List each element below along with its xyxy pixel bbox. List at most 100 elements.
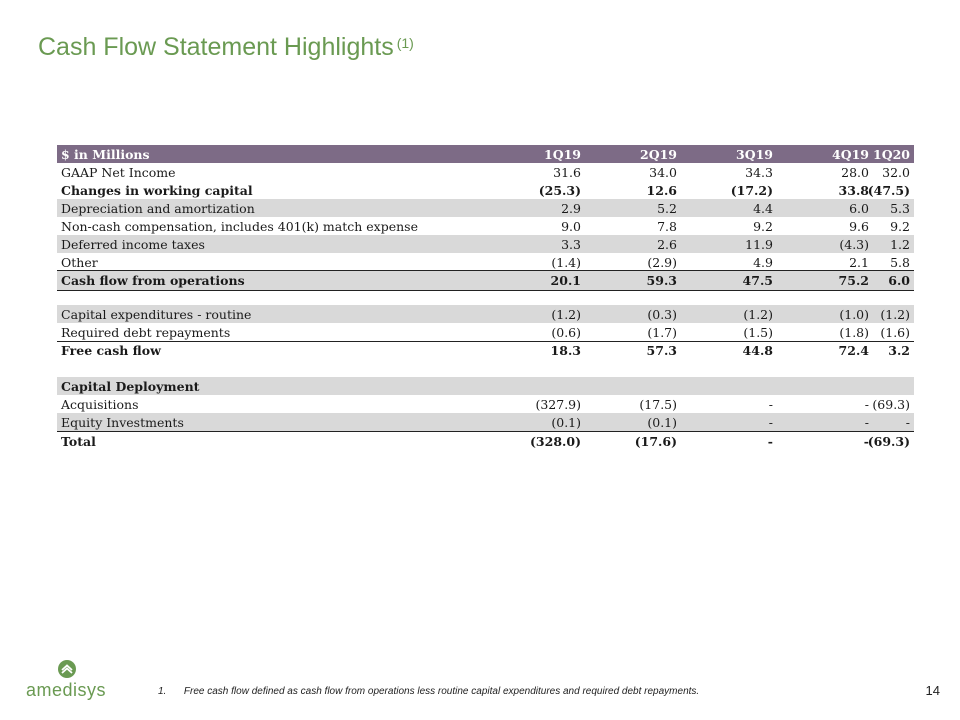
cell: 31.6 (553, 164, 581, 180)
cell: (69.3) (867, 433, 910, 449)
cell: - (864, 414, 869, 430)
cell: 28.0 (841, 164, 869, 180)
cell: (1.6) (880, 324, 910, 340)
row-label: Non-cash compensation, includes 401(k) m… (61, 218, 418, 234)
cell: (47.5) (867, 182, 910, 198)
cell: 57.3 (646, 343, 677, 358)
section-label: Capital Deployment (61, 378, 200, 394)
cell: 47.5 (742, 273, 773, 288)
footnote: 1. Free cash flow defined as cash flow f… (158, 686, 699, 697)
cell: (1.4) (551, 254, 581, 270)
cell: 5.3 (890, 200, 910, 216)
cell: 2.9 (561, 200, 581, 216)
footnote-text: Free cash flow defined as cash flow from… (183, 686, 700, 697)
page-number: 14 (925, 683, 940, 698)
cell: (25.3) (538, 182, 581, 198)
table-row: Cash flow from operations 20.1 59.3 47.5… (57, 270, 914, 291)
row-label: Required debt repayments (61, 324, 231, 340)
row-label: GAAP Net Income (61, 164, 176, 180)
header-col-1q19: 1Q19 (544, 146, 581, 162)
cell: 4.9 (753, 254, 773, 270)
cell: 7.8 (657, 218, 677, 234)
cell: 2.1 (849, 254, 869, 270)
cell: 59.3 (646, 273, 677, 288)
header-col-4q19: 4Q19 (832, 146, 869, 162)
table-row: Total (328.0) (17.6) - - (69.3) (57, 432, 914, 450)
cell: (0.1) (647, 414, 677, 430)
cell: 6.0 (849, 200, 869, 216)
header-col-3q19: 3Q19 (736, 146, 773, 162)
table-section-row: Capital Deployment (57, 377, 914, 395)
cell: (0.3) (647, 306, 677, 322)
cell: 9.2 (753, 218, 773, 234)
cell: 33.8 (838, 182, 869, 198)
footnote-number: 1. (158, 686, 167, 697)
table-row: Changes in working capital (25.3) 12.6 (… (57, 181, 914, 199)
table-row: Capital expenditures - routine (1.2) (0.… (57, 305, 914, 323)
table-row: Deferred income taxes 3.3 2.6 11.9 (4.3)… (57, 235, 914, 253)
cell: - (768, 414, 773, 430)
cell: 34.0 (649, 164, 677, 180)
cell: (0.1) (551, 414, 581, 430)
cell: (1.5) (743, 324, 773, 340)
cell: (4.3) (839, 236, 869, 252)
cell: - (863, 433, 869, 449)
slide-title: Cash Flow Statement Highlights (1) (38, 33, 414, 62)
cell: - (905, 414, 910, 430)
table-row: GAAP Net Income 31.6 34.0 34.3 28.0 32.0 (57, 163, 914, 181)
table-row: Depreciation and amortization 2.9 5.2 4.… (57, 199, 914, 217)
row-label: Free cash flow (61, 343, 161, 358)
amedisys-logo: amedisys (26, 660, 116, 700)
cell: 1.2 (890, 236, 910, 252)
header-col-2q19: 2Q19 (640, 146, 677, 162)
cell: 32.0 (882, 164, 910, 180)
cell: (17.2) (730, 182, 773, 198)
cell: 6.0 (888, 273, 910, 288)
cell: 75.2 (838, 273, 869, 288)
cell: (69.3) (872, 396, 910, 412)
cell: (1.8) (839, 324, 869, 340)
cell: (0.6) (551, 324, 581, 340)
cell: (1.0) (839, 306, 869, 322)
cell: 34.3 (745, 164, 773, 180)
row-label: Other (61, 254, 98, 270)
row-label: Changes in working capital (61, 182, 253, 198)
cell: 11.9 (745, 236, 773, 252)
cell: 18.3 (550, 343, 581, 358)
logo-wordmark: amedisys (26, 680, 107, 700)
cell: (1.2) (880, 306, 910, 322)
cell: - (768, 396, 773, 412)
cell: 2.6 (657, 236, 677, 252)
row-label: Cash flow from operations (61, 273, 245, 288)
cell: 9.2 (890, 218, 910, 234)
cell: 5.2 (657, 200, 677, 216)
row-label: Acquisitions (61, 396, 139, 412)
table-row: Free cash flow 18.3 57.3 44.8 72.4 3.2 (57, 341, 914, 359)
header-col-1q20: 1Q20 (873, 146, 910, 162)
cell: (328.0) (530, 433, 581, 449)
table-row: Other (1.4) (2.9) 4.9 2.1 5.8 (57, 253, 914, 271)
row-label: Capital expenditures - routine (61, 306, 252, 322)
cell: 9.0 (561, 218, 581, 234)
table-row: Required debt repayments (0.6) (1.7) (1.… (57, 323, 914, 341)
row-label: Total (61, 433, 96, 449)
row-label: Depreciation and amortization (61, 200, 255, 216)
cell: - (864, 396, 869, 412)
table-row: Non-cash compensation, includes 401(k) m… (57, 217, 914, 235)
table-row: Equity Investments (0.1) (0.1) - - - (57, 413, 914, 432)
cell: (327.9) (535, 396, 581, 412)
cell: 44.8 (742, 343, 773, 358)
row-label: Deferred income taxes (61, 236, 205, 252)
cell: 12.6 (646, 182, 677, 198)
cell: (1.2) (551, 306, 581, 322)
table-row: Acquisitions (327.9) (17.5) - - (69.3) (57, 395, 914, 413)
cell: (17.5) (639, 396, 677, 412)
logo-mark-icon (58, 660, 76, 678)
row-label: Equity Investments (61, 414, 184, 430)
cell: - (767, 433, 773, 449)
cell: 20.1 (550, 273, 581, 288)
cell: (2.9) (647, 254, 677, 270)
cell: 9.6 (849, 218, 869, 234)
cell: 3.3 (561, 236, 581, 252)
title-footnote-ref: (1) (396, 35, 414, 51)
